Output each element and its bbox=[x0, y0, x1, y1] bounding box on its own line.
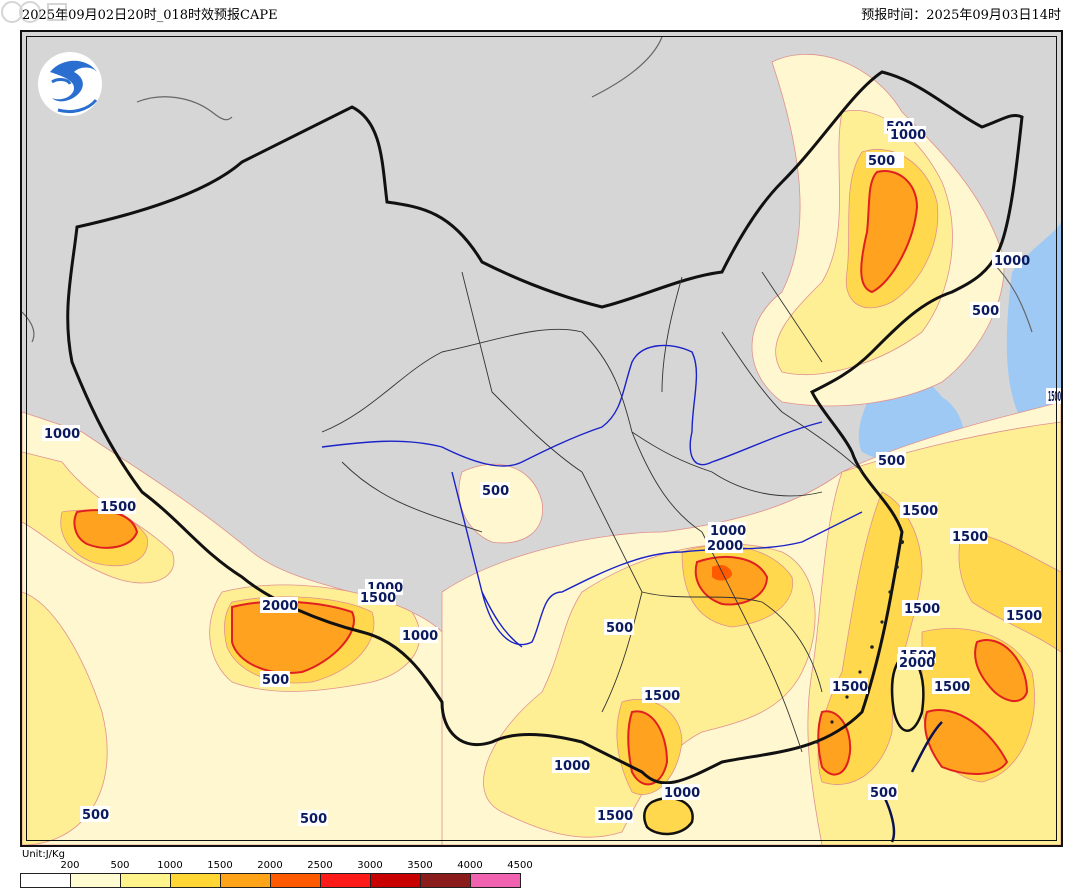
legend-color-box bbox=[70, 873, 121, 888]
cape-2000-northeast bbox=[860, 170, 919, 294]
legend-tick-label: 2500 bbox=[307, 860, 333, 871]
contour-label: 500 bbox=[300, 812, 327, 827]
contour-label: 500 bbox=[870, 786, 897, 801]
legend-tick-label: 2000 bbox=[257, 860, 283, 871]
contour-label: 1500 bbox=[904, 602, 940, 617]
legend-tick-label: 200 bbox=[60, 860, 80, 871]
legend-color-box bbox=[20, 873, 71, 888]
contour-label: 1500 bbox=[902, 504, 938, 519]
contour-label: 1500 bbox=[1006, 609, 1042, 624]
legend-color-box bbox=[420, 873, 471, 888]
contour-label: 1500 bbox=[832, 680, 868, 695]
legend-tick-label: 3000 bbox=[357, 860, 383, 871]
contour-label: 1500 bbox=[934, 680, 970, 695]
weather-logo-icon bbox=[38, 52, 102, 116]
legend-tick-label: 4000 bbox=[457, 860, 483, 871]
contour-label: 500 bbox=[262, 673, 289, 688]
china-border bbox=[66, 70, 1024, 785]
contour-label: 500 bbox=[82, 808, 109, 823]
legend-color-box bbox=[220, 873, 271, 888]
contour-label: 1000 bbox=[710, 524, 746, 539]
watermark-icon bbox=[1, 1, 67, 23]
hainan-outline bbox=[643, 796, 694, 836]
cape-2000-hainan bbox=[627, 710, 669, 786]
color-legend: 200 500 1000 1500 2000 2500 3000 3500 4000 4500 bbox=[20, 860, 540, 890]
legend-color-box bbox=[470, 873, 521, 888]
legend-color-box bbox=[120, 873, 171, 888]
map-title: 2025年09月02日20时_018时效预报CAPE bbox=[22, 8, 278, 23]
contour-label: 2000 bbox=[262, 599, 298, 614]
contour-label: 500 bbox=[868, 154, 895, 169]
contour-label: 2000 bbox=[899, 656, 935, 671]
contour-label: 1000 bbox=[44, 427, 80, 442]
rivers bbox=[321, 344, 863, 648]
province-borders bbox=[321, 271, 863, 753]
legend-tick-label: 1000 bbox=[157, 860, 183, 871]
contour-label: 500 bbox=[606, 621, 633, 636]
legend-tick-label: 500 bbox=[110, 860, 130, 871]
contour-label: 1500 bbox=[360, 591, 396, 606]
neighbour-borders bbox=[22, 36, 1033, 343]
contour-label: 500 bbox=[878, 454, 905, 469]
coast-islands bbox=[815, 540, 904, 744]
map-canvas: 1000 1500 500 2000 1000 1500 1000 500 50… bbox=[22, 36, 1061, 845]
contour-label: 1500 bbox=[1048, 390, 1061, 405]
contour-label: 500 bbox=[482, 484, 509, 499]
legend-tick-label: 1500 bbox=[207, 860, 233, 871]
legend-color-box bbox=[170, 873, 221, 888]
contour-label: 1500 bbox=[100, 500, 136, 515]
contour-label-layer: 1000 1500 500 2000 1000 1500 1000 500 50… bbox=[42, 118, 1061, 827]
contour-label: 1000 bbox=[554, 759, 590, 774]
contour-label: 1000 bbox=[994, 254, 1030, 269]
contour-label: 1500 bbox=[952, 530, 988, 545]
legend-color-box bbox=[370, 873, 421, 888]
contour-label: 1000 bbox=[664, 786, 700, 801]
contour-label: 1000 bbox=[402, 629, 438, 644]
cape-map: 1000 1500 500 2000 1000 1500 1000 500 50… bbox=[20, 30, 1063, 847]
contour-label: 1500 bbox=[597, 809, 633, 824]
legend-unit: Unit:J/Kg bbox=[22, 849, 65, 860]
legend-color-box bbox=[320, 873, 371, 888]
contour-label: 2000 bbox=[707, 539, 743, 554]
forecast-time: 预报时间：2025年09月03日14时 bbox=[861, 8, 1061, 23]
legend-tick-label: 4500 bbox=[507, 860, 533, 871]
sea-japan bbox=[1006, 222, 1061, 432]
legend-color-box bbox=[270, 873, 321, 888]
contour-label: 500 bbox=[972, 304, 999, 319]
contour-label: 1500 bbox=[644, 689, 680, 704]
legend-tick-label: 3500 bbox=[407, 860, 433, 871]
contour-label: 1000 bbox=[890, 128, 926, 143]
